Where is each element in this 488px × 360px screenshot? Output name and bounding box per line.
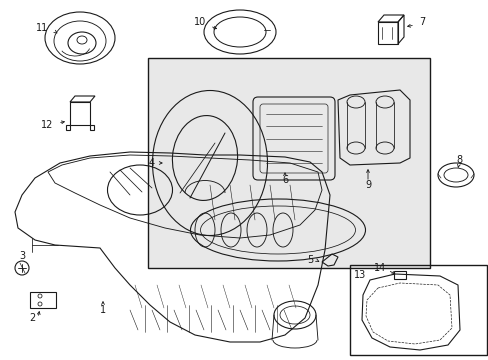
Bar: [349, 265, 486, 355]
Text: 5: 5: [306, 255, 312, 265]
Text: 8: 8: [455, 155, 461, 165]
Text: 3: 3: [19, 251, 25, 261]
Text: 10: 10: [193, 17, 206, 27]
Text: 13: 13: [353, 270, 366, 280]
Text: 2: 2: [29, 313, 35, 323]
Text: 14: 14: [373, 263, 386, 273]
Text: 11: 11: [36, 23, 48, 33]
Text: 9: 9: [364, 180, 370, 190]
Text: 12: 12: [41, 120, 53, 130]
Bar: [30, 292, 56, 308]
Bar: [148, 58, 429, 268]
Text: 1: 1: [100, 305, 106, 315]
Text: 4: 4: [149, 158, 155, 168]
Text: 6: 6: [282, 175, 287, 185]
Text: 7: 7: [418, 17, 424, 27]
